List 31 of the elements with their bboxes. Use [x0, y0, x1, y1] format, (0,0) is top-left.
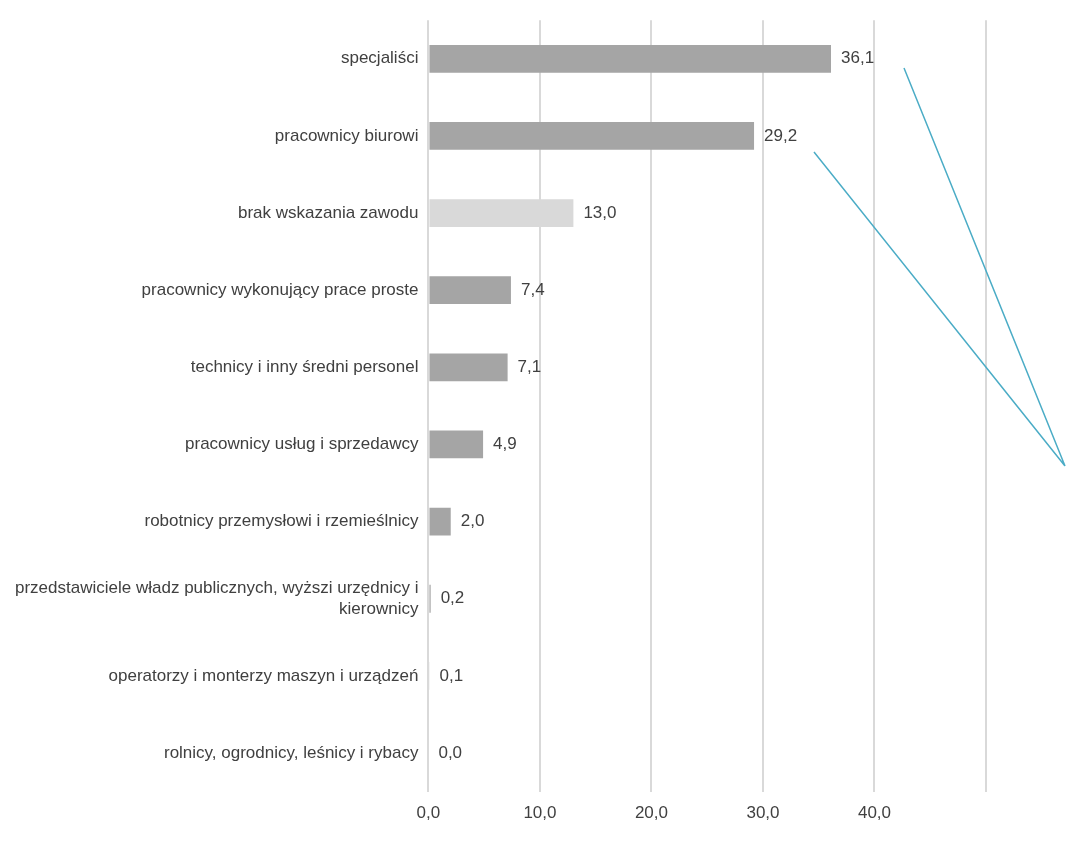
x-tick-label: 0,0 [416, 803, 441, 823]
y-tick-label: przedstawiciele władz publicznych, wyższi urzędnicy i kierownicy [15, 578, 419, 618]
y-tick-label: rolnicy, ogrodnicy, leśnicy i rybacy [163, 742, 419, 762]
data-label: 7,1 [517, 357, 542, 377]
y-tick-label: pracownicy wykonujący prace proste [141, 279, 419, 299]
y-tick-label: specjaliści [340, 48, 419, 68]
x-tick-label: 40,0 [857, 803, 892, 823]
y-tick-label: pracownicy biurowi [274, 125, 419, 145]
bar [429, 276, 511, 305]
data-label: 29,2 [764, 125, 798, 145]
data-label: 36,1 [841, 48, 875, 68]
bar [429, 430, 484, 459]
bar [429, 507, 451, 536]
x-tick-label: 10,0 [523, 803, 557, 823]
data-label: 0,1 [439, 665, 464, 685]
y-tick-label: brak wskazania zawodu [237, 202, 419, 222]
data-label: 0,2 [440, 588, 465, 608]
y-tick-label: pracownicy usług i sprzedawcy [185, 434, 419, 454]
x-tick-label: 30,0 [746, 803, 780, 823]
bar [429, 122, 755, 150]
y-tick-label: technicy i inny średni personel [190, 357, 419, 377]
data-label: 7,4 [520, 279, 545, 299]
x-tick-label: 20,0 [634, 803, 669, 823]
data-label: 2,0 [460, 511, 485, 531]
y-tick-label: robotnicy przemysłowi i rzemieślnicy [144, 511, 419, 531]
data-label: 4,9 [493, 434, 517, 454]
bar [429, 44, 831, 73]
data-label: 0,0 [438, 742, 463, 762]
data-label: 13,0 [583, 202, 617, 222]
y-tick-label: operatorzy i monterzy maszyn i urządzeń [108, 665, 419, 685]
bar [429, 353, 508, 382]
